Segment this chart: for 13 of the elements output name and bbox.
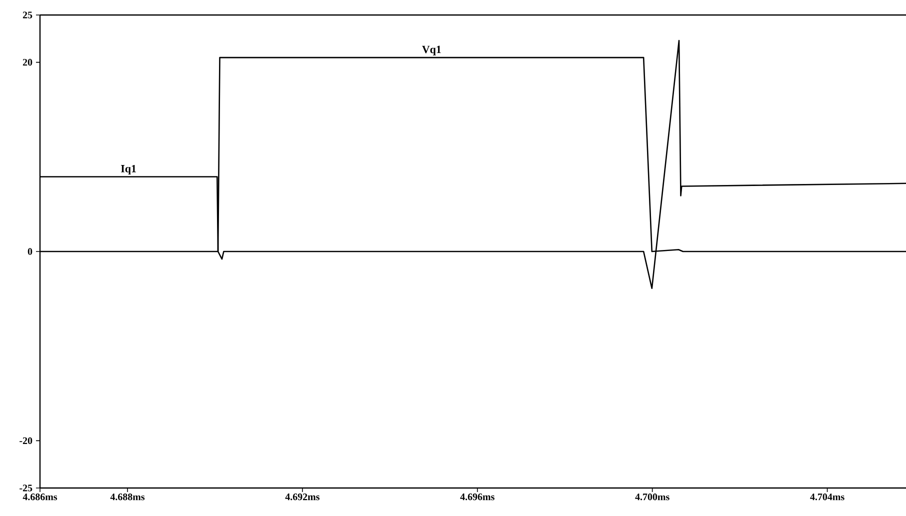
x-tick-label: 4.692ms [285, 494, 320, 500]
x-tick-label: 4.704ms [810, 494, 844, 500]
y-tick-label: 0 [28, 248, 32, 255]
series-label: Vq1 [422, 46, 441, 56]
y-tick-label: -25 [20, 484, 32, 492]
x-tick-label: 4.696ms [460, 494, 494, 500]
x-tick-label: 4.688ms [110, 494, 145, 500]
series-label: Iq1 [121, 165, 136, 175]
y-tick-label: -20 [20, 437, 32, 444]
x-tick-label: 4.700ms [635, 494, 670, 500]
y-tick-label: 25 [22, 12, 32, 18]
y-tick-label: 20 [22, 58, 32, 66]
x-tick-label: 4.686ms [22, 494, 58, 500]
